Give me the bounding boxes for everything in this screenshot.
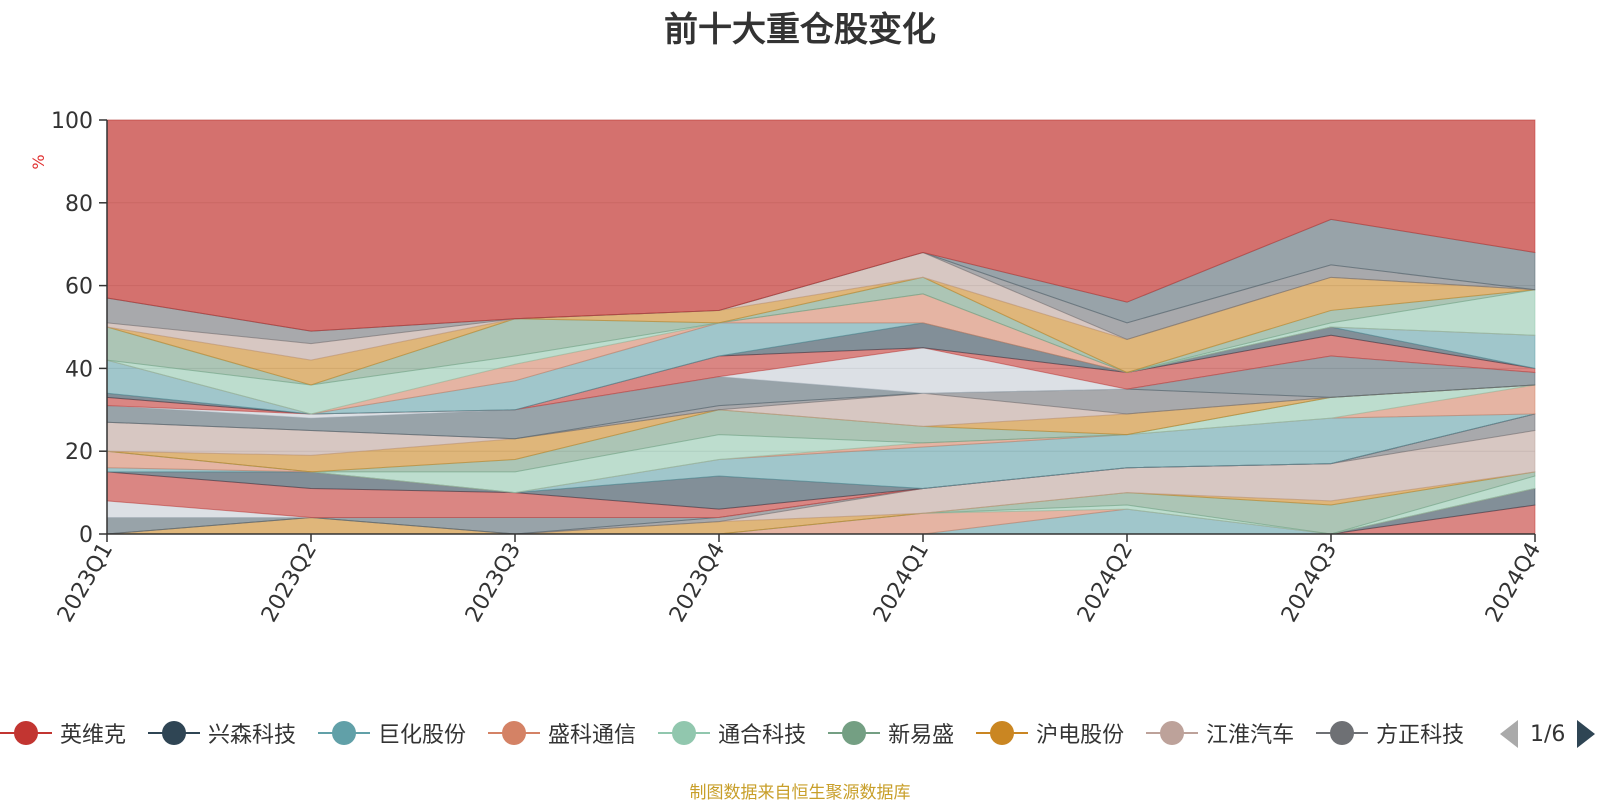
legend-label: 方正科技: [1376, 723, 1465, 748]
legend-label: 沪电股份: [1036, 723, 1125, 748]
x-tick-label: 2023Q4: [665, 539, 730, 627]
legend-item[interactable]: 江淮汽车: [1146, 717, 1294, 749]
legend-symbol-icon: [1146, 721, 1199, 745]
legend-item[interactable]: 方正科技: [1316, 717, 1464, 749]
data-source-note: 制图数据来自恒生聚源数据库: [689, 783, 911, 803]
legend-symbol-icon: [148, 721, 201, 745]
legend-label: 江淮汽车: [1206, 723, 1295, 748]
area-band: [106, 119, 1536, 332]
x-tick-label: 2024Q2: [1073, 539, 1138, 627]
legend-symbol-icon: [658, 721, 711, 745]
legend-item[interactable]: 兴森科技: [148, 717, 296, 749]
y-tick-label: 100: [51, 109, 93, 134]
legend-item[interactable]: 英维克: [0, 717, 126, 749]
legend-item[interactable]: 沪电股份: [976, 717, 1124, 749]
y-tick-label: 20: [65, 440, 93, 465]
x-tick-label: 2023Q3: [461, 539, 526, 627]
x-tick-label: 2024Q4: [1481, 539, 1546, 627]
legend-symbol-icon: [0, 721, 52, 745]
legend-label: 英维克: [60, 723, 127, 748]
legend-label: 巨化股份: [378, 723, 467, 748]
legend-label: 盛科通信: [548, 723, 637, 748]
legend-item[interactable]: 盛科通信: [488, 717, 636, 749]
x-tick-label: 2023Q2: [257, 539, 322, 627]
y-tick-label: 40: [65, 357, 93, 382]
legend-item[interactable]: 新易盛: [828, 717, 954, 749]
legend-label: 通合科技: [718, 723, 807, 748]
y-tick-label: 0: [79, 523, 93, 548]
legend-symbol-icon: [976, 721, 1029, 745]
x-tick-label: 2024Q1: [869, 539, 934, 627]
y-tick-label: 80: [65, 192, 93, 217]
legend-symbol-icon: [318, 721, 371, 745]
legend-label: 新易盛: [888, 723, 955, 748]
legend-pager: 1/6: [1500, 718, 1596, 750]
y-axis-unit-label: %: [29, 154, 48, 169]
legend-symbol-icon: [488, 721, 541, 745]
legend-symbol-icon: [1316, 721, 1369, 745]
area-layers: [106, 119, 1536, 535]
legend-item[interactable]: 通合科技: [658, 717, 806, 749]
legend-symbol-icon: [828, 721, 881, 745]
legend-item[interactable]: 巨化股份: [318, 717, 466, 749]
x-tick-label: 2024Q3: [1277, 539, 1342, 627]
triangle-right-icon[interactable]: [1577, 720, 1596, 748]
triangle-left-icon[interactable]: [1500, 720, 1518, 748]
x-tick-label: 2023Q1: [53, 539, 118, 627]
legend-page-indicator: 1/6: [1530, 721, 1566, 747]
legend-label: 兴森科技: [208, 723, 297, 748]
chart-title: 前十大重仓股变化: [664, 10, 936, 50]
y-tick-label: 60: [65, 275, 93, 300]
legend: 英维克 兴森科技 巨化股份 盛科通信 通合科技 新易盛 沪电股份 江淮汽车 方正科技: [0, 715, 1480, 751]
